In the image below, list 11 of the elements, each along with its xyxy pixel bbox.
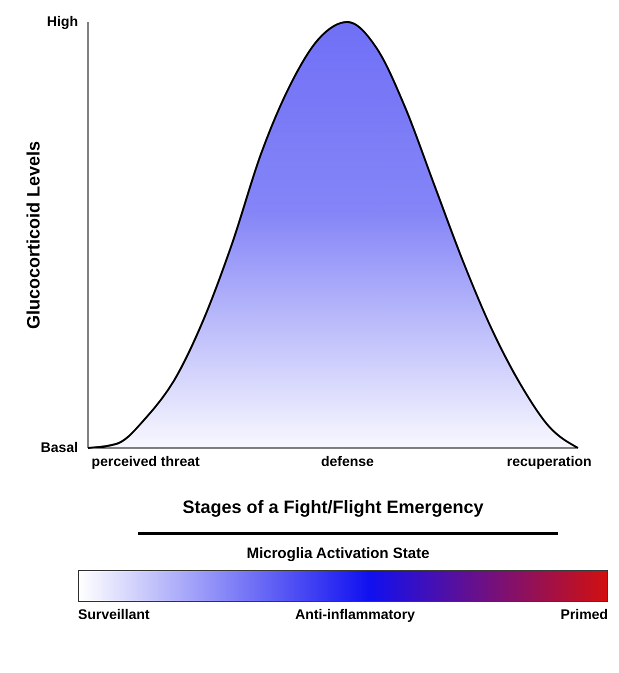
text: Basal bbox=[40, 439, 78, 455]
text: Microglia Activation State bbox=[246, 545, 430, 562]
x-tick-label: perceived threat bbox=[92, 452, 200, 469]
text: Primed bbox=[560, 606, 608, 622]
text: Anti-inflammatory bbox=[295, 606, 415, 622]
text: High bbox=[46, 13, 78, 29]
text: Surveillant bbox=[78, 606, 150, 622]
x-tick-label: recuperation bbox=[506, 452, 592, 469]
x-tick-label: defense bbox=[320, 452, 374, 469]
y-axis-title: Glucocorticoid Levels bbox=[23, 140, 44, 330]
x-axis-title: Stages of a Fight/Flight Emergency bbox=[182, 497, 484, 517]
